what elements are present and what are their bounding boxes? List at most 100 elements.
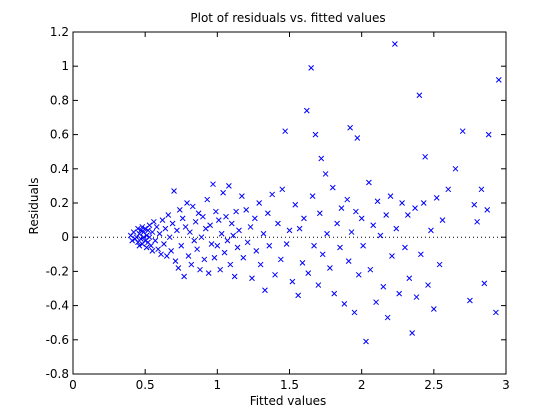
data-point-marker (367, 266, 374, 273)
data-point-marker (266, 242, 273, 249)
data-point-marker (329, 184, 336, 191)
data-point-marker (484, 206, 491, 213)
data-point-marker (215, 217, 222, 223)
data-point-marker (240, 254, 247, 261)
data-point-marker (211, 254, 218, 261)
data-point-marker (143, 244, 150, 251)
data-point-marker (303, 107, 310, 114)
data-point-marker (236, 227, 242, 234)
data-point-marker (495, 77, 502, 83)
data-point-marker (430, 306, 437, 312)
data-point-marker (140, 234, 147, 241)
y-tick-label: -0.2 (46, 264, 69, 278)
data-point-marker (380, 283, 387, 290)
data-point-marker (412, 205, 418, 211)
data-point-marker (334, 220, 340, 227)
data-point-marker (360, 242, 366, 249)
data-point-marker (188, 261, 195, 268)
data-point-marker (148, 242, 154, 249)
data-point-marker (439, 217, 446, 223)
data-point-marker (324, 230, 330, 237)
data-point-marker (184, 200, 190, 206)
data-point-marker (159, 217, 166, 223)
data-point-marker (228, 220, 235, 227)
data-point-marker (179, 215, 186, 222)
data-point-marker (139, 224, 146, 230)
data-point-marker (135, 225, 141, 232)
data-point-marker (296, 225, 303, 232)
data-point-marker (163, 253, 170, 259)
data-point-marker (311, 242, 317, 249)
data-point-marker (210, 181, 216, 188)
data-point-marker (358, 215, 365, 222)
data-point-marker (233, 208, 239, 215)
x-tick-label: 0.5 (136, 378, 155, 392)
data-point-marker (338, 205, 345, 211)
data-point-marker (187, 229, 193, 235)
x-tick-label: 3 (502, 378, 510, 392)
plot-area-frame (72, 31, 507, 375)
data-point-marker (198, 234, 205, 241)
data-point-marker (420, 200, 427, 206)
y-tick-label: 0.6 (50, 128, 69, 142)
data-point-marker (445, 186, 452, 193)
data-point-marker (213, 208, 219, 215)
data-point-marker (425, 282, 431, 288)
data-point-marker (279, 186, 286, 193)
data-point-marker (404, 212, 411, 218)
data-point-marker (295, 292, 302, 299)
data-point-marker (231, 273, 238, 280)
x-tick-label: 1.5 (280, 378, 299, 392)
data-point-marker (243, 206, 250, 213)
data-point-marker (345, 258, 352, 264)
data-point-marker (312, 131, 319, 138)
data-point-marker (384, 314, 391, 321)
data-point-marker (493, 309, 499, 316)
data-point-marker (189, 203, 196, 210)
data-point-marker (223, 213, 229, 220)
data-point-marker (218, 230, 225, 237)
data-point-marker (161, 241, 167, 247)
data-point-marker (422, 153, 429, 160)
y-tick-label: 1.2 (50, 25, 69, 39)
data-point-marker (200, 213, 206, 220)
data-point-marker (471, 201, 478, 208)
data-point-marker (341, 301, 348, 307)
data-point-marker (221, 249, 228, 256)
data-point-marker (249, 275, 255, 282)
data-point-marker (150, 218, 157, 225)
data-point-marker (459, 128, 466, 135)
data-point-marker (387, 193, 394, 200)
data-point-marker (152, 237, 159, 244)
y-tick-label: 0.4 (50, 162, 69, 176)
data-point-marker (327, 265, 333, 271)
data-point-marker (347, 124, 353, 131)
data-point-marker (171, 188, 177, 194)
data-point-marker (130, 229, 137, 235)
data-point-marker (467, 297, 473, 304)
data-point-marker (474, 218, 480, 225)
data-point-marker (158, 251, 164, 258)
data-point-marker (392, 41, 398, 47)
data-point-marker (396, 290, 403, 297)
data-point-marker (136, 242, 143, 249)
y-tick-label: -0.6 (46, 333, 69, 347)
data-point-marker (308, 65, 315, 71)
data-point-marker (182, 224, 189, 230)
data-point-marker (178, 242, 185, 249)
data-point-marker (205, 270, 212, 276)
data-point-marker (129, 237, 136, 244)
data-point-marker (253, 248, 260, 254)
data-point-marker (185, 253, 192, 259)
data-point-marker (331, 290, 338, 297)
data-point-marker (175, 265, 182, 271)
data-point-marker (142, 225, 149, 232)
x-tick-label: 1 (214, 378, 222, 392)
data-point-marker (145, 227, 151, 234)
data-point-marker (370, 222, 377, 229)
data-point-marker (226, 183, 232, 189)
x-tick-label: 0 (69, 378, 77, 392)
data-point-marker (156, 230, 163, 237)
data-point-marker (256, 200, 263, 206)
data-point-marker (227, 261, 234, 268)
